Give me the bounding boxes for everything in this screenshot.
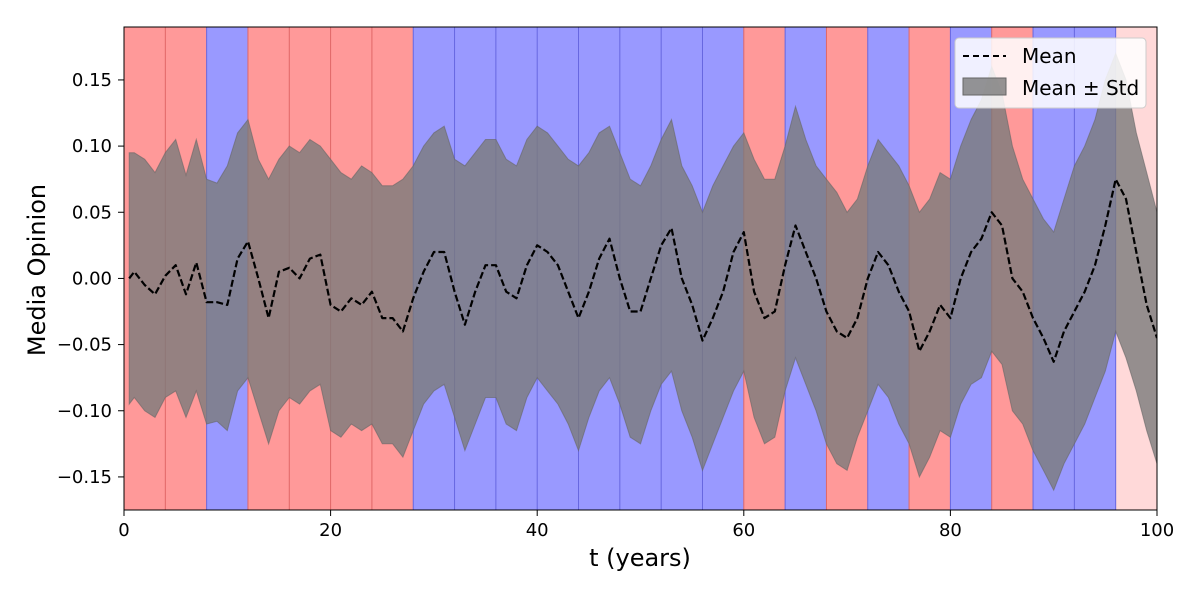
x-axis: 0 20 40 60 80 100	[118, 510, 1174, 541]
x-axis-label: t (years)	[589, 544, 691, 572]
mean-line	[128, 178, 1157, 363]
x-tick-label: 100	[1140, 520, 1174, 541]
legend-mean-label: Mean	[1022, 44, 1077, 68]
x-tick-label: 0	[118, 520, 129, 541]
plot-frame	[123, 26, 1158, 511]
y-tick-label: 0.10	[72, 136, 112, 157]
x-tick-label: 60	[732, 520, 755, 541]
legend-band-swatch	[962, 77, 1007, 96]
y-tick-label: −0.15	[57, 467, 112, 488]
x-tick-label: 20	[319, 520, 342, 541]
y-tick-label: 0.00	[72, 268, 112, 289]
mean-line-layer	[128, 178, 1157, 363]
legend-band-label: Mean ± Std	[1022, 76, 1139, 100]
std-band-layer	[128, 52, 1157, 492]
y-tick-label: 0.05	[72, 202, 112, 223]
x-tick-label: 40	[526, 520, 549, 541]
legend: Mean Mean ± Std	[954, 37, 1147, 109]
y-tick-label: −0.10	[57, 401, 112, 422]
y-tick-label: 0.15	[72, 70, 112, 91]
y-axis-label: Media Opinion	[23, 184, 51, 356]
y-tick-label: −0.05	[57, 335, 112, 356]
y-axis: −0.15 −0.10 −0.05 0.00 0.05 0.10 0.15	[57, 70, 124, 488]
std-band	[128, 52, 1157, 492]
x-tick-label: 80	[939, 520, 962, 541]
